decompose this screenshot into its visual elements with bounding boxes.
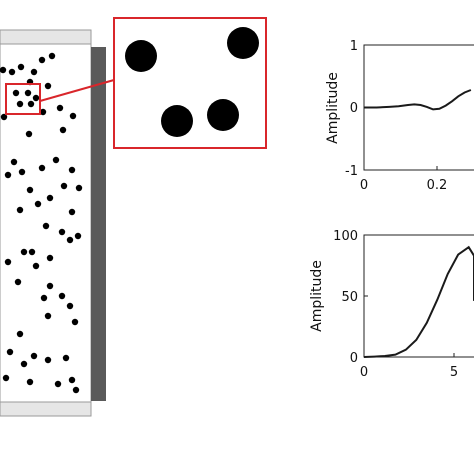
inset-particle: [161, 105, 193, 137]
particle: [54, 380, 62, 388]
particle: [18, 168, 26, 176]
xtick-label: 0: [360, 178, 368, 193]
zoom-region-box: [5, 83, 41, 115]
inset-particle: [125, 40, 157, 72]
xtick-label: 0: [360, 365, 368, 380]
particle: [39, 108, 47, 116]
inset-particle: [227, 27, 259, 59]
chart-top-ylabel: Amplitude: [325, 72, 341, 144]
particle: [69, 112, 77, 120]
particle: [46, 282, 54, 290]
particle: [72, 386, 80, 394]
particle: [10, 158, 18, 166]
chart-top: 1 0 -1 0 0.2 Amplitude: [325, 39, 474, 193]
particle: [28, 248, 36, 256]
chart-bottom-series-line: [363, 245, 474, 358]
ytick-label: -1: [345, 164, 358, 179]
particle: [38, 56, 46, 64]
particle: [30, 68, 38, 76]
zoom-inset: [113, 17, 267, 149]
particle: [74, 232, 82, 240]
particle-cloud: [0, 52, 83, 394]
particle: [17, 63, 25, 71]
particle: [66, 236, 74, 244]
particle: [42, 222, 50, 230]
particle: [58, 228, 66, 236]
particle: [24, 89, 32, 97]
ytick-label: 1: [350, 39, 358, 54]
particle: [44, 312, 52, 320]
particle: [68, 166, 76, 174]
particle: [62, 354, 70, 362]
xtick-label: 0.2: [427, 178, 448, 193]
particle: [59, 126, 67, 134]
chart-top-series-line: [364, 89, 472, 111]
particle: [38, 164, 46, 172]
particle: [44, 356, 52, 364]
chart-bottom-ylabel: Amplitude: [309, 260, 325, 332]
slab-top-cap: [0, 29, 92, 45]
particle: [4, 171, 12, 179]
slab-dark-edge: [91, 47, 106, 401]
particle: [20, 248, 28, 256]
particle: [56, 104, 64, 112]
particle: [40, 294, 48, 302]
particle: [26, 186, 34, 194]
particle: [8, 68, 16, 76]
particle: [44, 82, 52, 90]
particle: [26, 378, 34, 386]
particle: [71, 318, 79, 326]
slab-bottom-cap: [0, 401, 92, 417]
particle: [68, 208, 76, 216]
particle: [68, 376, 76, 384]
particle: [16, 206, 24, 214]
inset-particle: [207, 99, 239, 131]
particle: [32, 94, 40, 102]
particle: [0, 113, 8, 121]
particle: [0, 66, 7, 74]
particle: [2, 374, 10, 382]
particle: [66, 302, 74, 310]
ytick-label: 0: [350, 351, 358, 366]
particle: [75, 184, 83, 192]
particle: [20, 360, 28, 368]
ytick-label: 0: [350, 101, 358, 116]
particle: [46, 194, 54, 202]
xtick-label: 5: [450, 365, 458, 380]
ytick-label: 100: [333, 229, 358, 244]
particle: [16, 330, 24, 338]
particle: [14, 278, 22, 286]
particle: [58, 292, 66, 300]
particle: [60, 182, 68, 190]
particle: [25, 130, 33, 138]
particle: [27, 100, 35, 108]
chart-bottom-axes: [363, 234, 474, 358]
particle: [6, 348, 14, 356]
particle: [16, 100, 24, 108]
zoom-connector-line: [39, 79, 115, 102]
particle: [46, 254, 54, 262]
particle: [30, 352, 38, 360]
chart-bottom: 100 50 0 0 5 Amplitude: [309, 229, 474, 380]
slab-schematic: [0, 29, 115, 417]
particle: [34, 200, 42, 208]
ytick-label: 50: [341, 290, 358, 305]
particle: [12, 89, 20, 97]
particle: [32, 262, 40, 270]
particle: [52, 156, 60, 164]
particle: [48, 52, 56, 60]
particle: [4, 258, 12, 266]
